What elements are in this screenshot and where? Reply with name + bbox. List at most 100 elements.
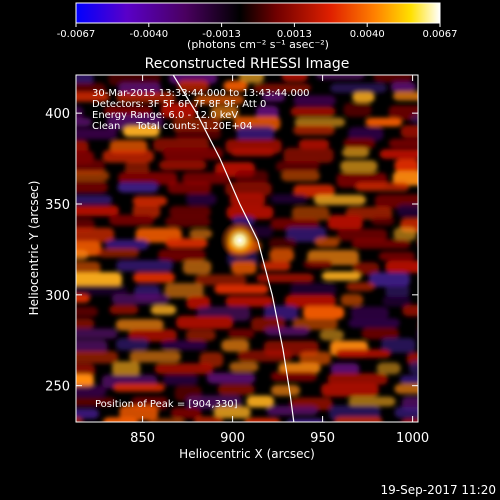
heatmap-cell: [76, 408, 99, 419]
heatmap-cell: [271, 384, 300, 396]
heatmap-cell: [423, 282, 447, 291]
y-axis-label: Heliocentric Y (arcsec): [27, 181, 41, 316]
heatmap-cell: [171, 407, 202, 419]
heatmap-cells: [76, 72, 472, 444]
heatmap-cell: [346, 282, 375, 292]
heatmap-cell: [165, 216, 211, 227]
heatmap-cell: [327, 373, 388, 385]
heatmap-cell: [158, 249, 206, 262]
plot-frame: [75, 74, 419, 423]
y-tick-label: 300: [45, 289, 70, 304]
heatmap-cell: [76, 159, 105, 174]
heatmap-cell: [397, 204, 418, 217]
heatmap-cell: [225, 296, 274, 307]
heatmap-cell: [292, 206, 330, 221]
heatmap-cell: [109, 304, 139, 315]
heatmap-cell: [327, 215, 363, 230]
heatmap-cell: [355, 182, 410, 192]
heatmap-cell: [348, 127, 384, 141]
heatmap-cell: [76, 140, 89, 154]
heatmap-cell: [283, 147, 334, 163]
heatmap-cell: [246, 395, 274, 408]
heatmap-cell: [425, 430, 464, 444]
heatmap-cell: [148, 418, 185, 422]
heatmap-cell: [264, 326, 310, 336]
heatmap-cell: [293, 125, 335, 136]
heatmap-cell: [393, 227, 417, 241]
heatmap-cell: [260, 261, 291, 271]
heatmap-cell: [102, 150, 154, 163]
heatmap-cell: [423, 182, 472, 193]
heatmap-cell: [122, 125, 160, 137]
heatmap-cell: [176, 315, 234, 329]
heatmap-cell: [421, 84, 466, 98]
heatmap-cell: [343, 138, 375, 149]
heatmap-cell: [229, 193, 266, 207]
heatmap-cell: [394, 406, 418, 418]
x-tick-label: 950: [310, 431, 335, 446]
heatmap-cell: [76, 205, 119, 217]
heatmap-cell: [103, 417, 138, 422]
heatmap-cell: [223, 80, 248, 92]
heatmap-cell: [303, 306, 345, 320]
heatmap-cell: [385, 260, 418, 273]
heatmap-cell: [112, 361, 141, 377]
peak-position-label: Position of Peak = [904,330]: [95, 399, 238, 410]
heatmap-cell: [286, 418, 325, 422]
heatmap-cell: [401, 418, 418, 422]
heatmap-cell: [150, 304, 177, 315]
heatmap-cell: [76, 318, 95, 329]
heatmap-cell: [217, 384, 255, 395]
heatmap-cell: [316, 75, 365, 80]
heatmap-cell: [400, 125, 418, 138]
heatmap-cell: [231, 260, 257, 275]
y-tick-label: 400: [45, 107, 70, 122]
heatmap-cell: [132, 196, 168, 206]
heatmap-cell: [330, 83, 387, 93]
heatmap-area: [76, 72, 472, 444]
heatmap-cell: [76, 83, 106, 95]
x-axis-label: Heliocentric X (arcsec): [179, 447, 315, 461]
heatmap-cell: [264, 305, 298, 320]
heatmap-cell: [160, 102, 197, 118]
x-tick-label: 850: [130, 431, 155, 446]
heatmap-cell: [314, 237, 340, 248]
heatmap-cell: [186, 395, 242, 410]
heatmap-cell: [125, 161, 150, 176]
heatmap-cell: [162, 147, 223, 160]
heatmap-cell: [290, 283, 337, 297]
colorbar-tick-label: -0.0013: [202, 29, 241, 40]
heatmap-cell: [340, 294, 364, 306]
heatmap-cell: [340, 160, 378, 173]
heatmap-cell: [321, 383, 379, 397]
heatmap-cell: [428, 339, 464, 350]
heatmap-cell: [76, 285, 128, 296]
heatmap-cell: [294, 117, 346, 127]
heatmap-cell: [352, 262, 380, 275]
heatmap-cell: [225, 182, 272, 196]
heatmap-cell: [105, 239, 149, 250]
heatmap-cell: [177, 80, 209, 93]
heatmap-cell: [76, 128, 117, 140]
x-tick-label: 900: [220, 431, 245, 446]
heatmap-cell: [76, 328, 118, 339]
heatmap-cell: [423, 72, 454, 84]
heatmap-cell: [76, 75, 94, 85]
heatmap-cell: [76, 397, 116, 407]
heatmap-cell: [330, 363, 360, 375]
heatmap-cell: [402, 304, 418, 317]
colorbar-ticks: -0.0067 -0.0040 -0.0013 0.0013 0.0040 0.0067: [57, 23, 458, 40]
heatmap-cell: [418, 318, 455, 332]
heatmap-cell: [116, 92, 176, 103]
heatmap-cell: [116, 338, 149, 351]
heatmap-cell: [76, 250, 89, 260]
heatmap-cell: [270, 194, 308, 204]
heatmap-cell: [167, 182, 212, 194]
heatmap-cell: [76, 181, 108, 194]
footer-timestamp: 19-Sep-2017 11:20: [381, 483, 496, 497]
heatmap-cell: [319, 329, 344, 341]
annotation-time: 30-Mar-2015 13:33:44.000 to 13:43:44.000: [92, 88, 310, 99]
heatmap-cell: [76, 195, 113, 205]
heatmap-cell: [392, 91, 418, 101]
heatmap-cell: [348, 396, 396, 407]
